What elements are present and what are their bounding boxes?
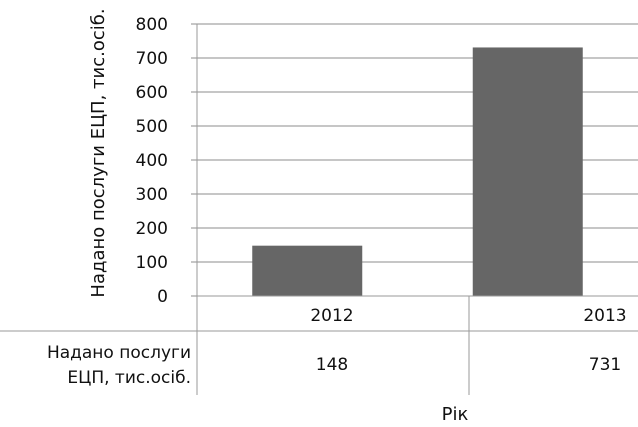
table-row-label-line-2: ЕЦП, тис.осіб.	[67, 368, 191, 388]
y-tick-label-500: 500	[136, 117, 168, 137]
data-table: 2012 2013 Надано послуги ЕЦП, тис.осіб. …	[0, 296, 638, 395]
data-label-2012: 148	[316, 355, 348, 375]
y-tick-label-0: 0	[157, 287, 168, 307]
y-tick-label-100: 100	[136, 253, 168, 273]
y-tick-label-300: 300	[136, 185, 168, 205]
y-axis-label: Надано послуги ЕЦП, тис.осіб.	[88, 8, 109, 297]
y-tick-label-700: 700	[136, 49, 168, 69]
y-tick-label-600: 600	[136, 83, 168, 103]
table-row-label-line-1: Надано послуги	[47, 343, 191, 363]
category-label-2013: 2013	[583, 306, 626, 326]
y-tick-labels: 0 100 200 300 400 500 600 700 800	[136, 15, 168, 307]
x-axis-label: Рік	[442, 404, 469, 425]
y-tick-label-800: 800	[136, 15, 168, 35]
y-axis	[196, 24, 638, 297]
category-label-2012: 2012	[310, 306, 353, 326]
y-tick-label-200: 200	[136, 219, 168, 239]
bar-2012	[252, 245, 363, 296]
y-tick-label-400: 400	[136, 151, 168, 171]
bars	[252, 47, 583, 297]
bar-2013	[472, 47, 583, 297]
data-label-2013: 731	[589, 355, 621, 375]
